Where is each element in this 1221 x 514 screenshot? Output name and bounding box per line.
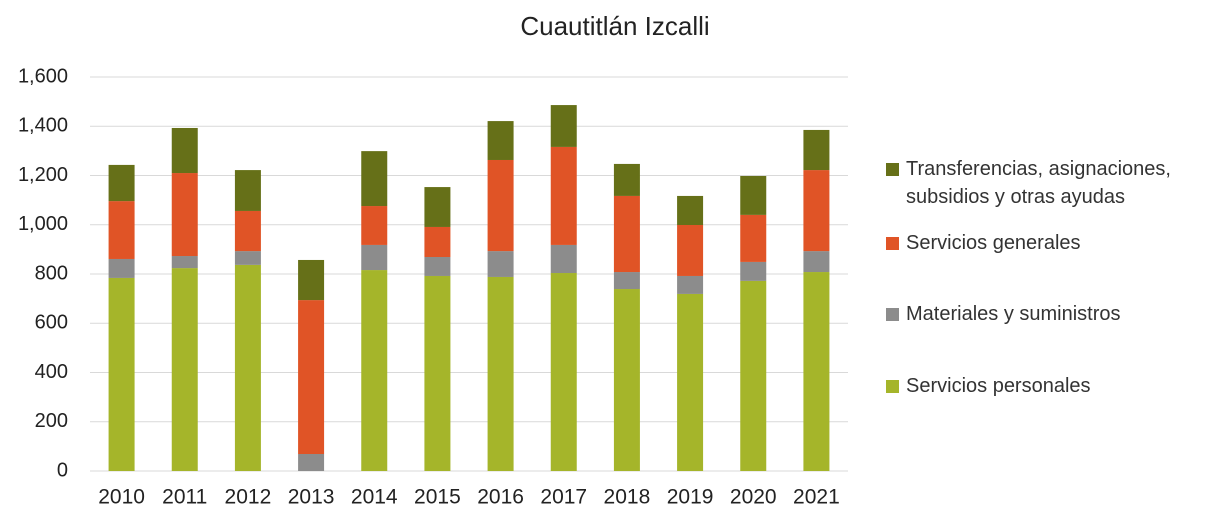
bar-segment xyxy=(677,293,704,471)
x-tick-label: 2013 xyxy=(288,486,335,509)
bar-segment xyxy=(740,175,767,215)
bar-segment xyxy=(424,187,451,227)
bar-segment xyxy=(613,289,640,471)
legend-item: Materiales y suministros xyxy=(886,300,1211,328)
bar-segment xyxy=(613,163,640,196)
bar-segment xyxy=(550,273,577,471)
bar-segment xyxy=(108,164,135,202)
bar-segment xyxy=(487,251,514,277)
bar-segment xyxy=(740,214,767,262)
bar-segment xyxy=(361,151,388,207)
bar-segment xyxy=(234,170,261,211)
bar-segment xyxy=(677,224,704,276)
y-tick-label: 1,000 xyxy=(18,213,68,235)
bar-segment xyxy=(550,146,577,245)
legend-item: Servicios personales xyxy=(886,372,1211,400)
x-tick-label: 2011 xyxy=(162,486,207,509)
legend-swatch xyxy=(886,308,899,321)
x-tick-label: 2012 xyxy=(225,486,272,509)
y-tick-label: 200 xyxy=(35,410,68,432)
bar-segment xyxy=(361,270,388,471)
bar-segment xyxy=(487,121,514,160)
bar-segment xyxy=(361,244,388,271)
x-tick-label: 2020 xyxy=(730,486,777,509)
bar-segment xyxy=(298,454,325,471)
bar-segment xyxy=(677,195,704,225)
y-tick-label: 1,200 xyxy=(18,164,68,186)
x-tick-label: 2018 xyxy=(604,486,651,509)
bar-segment xyxy=(487,276,514,471)
y-tick-label: 600 xyxy=(35,312,68,334)
bar-segment xyxy=(171,268,198,471)
y-tick-label: 1,400 xyxy=(18,115,68,137)
legend-label: Transferencias, asignaciones, subsidios … xyxy=(906,158,1171,208)
bar-segment xyxy=(171,256,198,269)
chart-title: Cuautitlán Izcalli xyxy=(520,11,709,41)
bar-segment xyxy=(550,105,577,147)
bar-segment xyxy=(613,272,640,290)
legend-item: Transferencias, asignaciones, subsidios … xyxy=(886,155,1211,211)
y-tick-label: 1,600 xyxy=(18,65,68,87)
bar-segment xyxy=(424,257,451,276)
legend-swatch xyxy=(886,163,899,176)
bar-segment xyxy=(171,173,198,257)
bar-segment xyxy=(361,206,388,245)
y-tick-label: 0 xyxy=(57,459,68,481)
bar-segment xyxy=(108,258,135,278)
bar-segment xyxy=(677,275,704,294)
bar-segment xyxy=(803,251,830,273)
bar-segment xyxy=(487,159,514,252)
x-tick-label: 2021 xyxy=(793,486,840,509)
bar-segment xyxy=(234,210,261,252)
legend-item: Servicios generales xyxy=(886,229,1211,257)
legend-label: Servicios generales xyxy=(906,232,1081,254)
bar-segment xyxy=(424,275,451,471)
bar-segment xyxy=(740,261,767,281)
bar-segment xyxy=(550,244,577,274)
bar-segment xyxy=(803,129,830,171)
legend-swatch xyxy=(886,237,899,250)
x-tick-label: 2019 xyxy=(667,486,714,509)
legend-label: Servicios personales xyxy=(906,375,1091,397)
x-tick-label: 2014 xyxy=(351,486,398,509)
x-tick-label: 2015 xyxy=(414,486,461,509)
bar-segment xyxy=(234,251,261,265)
x-tick-label: 2016 xyxy=(477,486,524,509)
bar-segment xyxy=(740,280,767,471)
legend-label: Materiales y suministros xyxy=(906,303,1121,325)
x-tick-label: 2017 xyxy=(540,486,587,509)
bar-segment xyxy=(298,259,325,301)
bar-segment xyxy=(803,272,830,471)
bar-segment xyxy=(171,127,198,174)
bar-segment xyxy=(108,201,135,259)
bar-segment xyxy=(613,195,640,273)
bar-segment xyxy=(234,264,261,471)
bar-segment xyxy=(298,300,325,455)
y-tick-label: 800 xyxy=(35,262,68,284)
bar-segment xyxy=(424,226,451,258)
bar-segment xyxy=(108,277,135,471)
legend-swatch xyxy=(886,380,899,393)
bar-segment xyxy=(803,170,830,252)
x-tick-label: 2010 xyxy=(98,486,145,509)
y-tick-label: 400 xyxy=(35,361,68,383)
